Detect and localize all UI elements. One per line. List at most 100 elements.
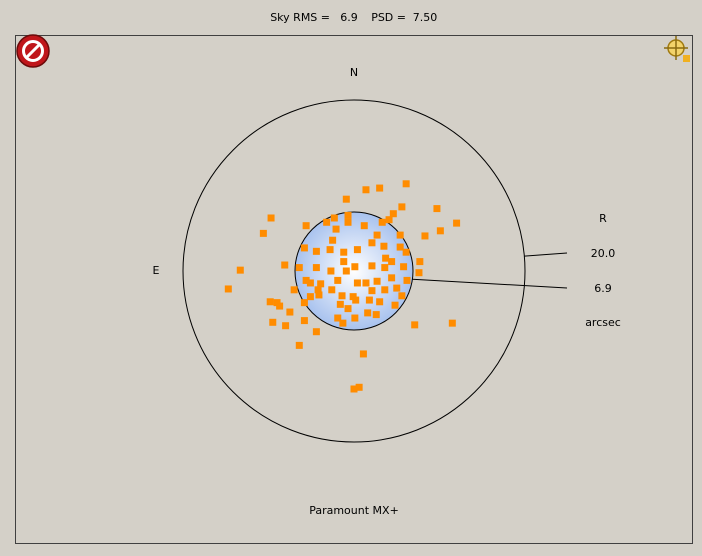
target-button[interactable] <box>664 36 690 62</box>
point <box>282 322 290 330</box>
point <box>306 279 314 287</box>
point <box>421 232 429 240</box>
point <box>362 279 370 287</box>
point <box>267 214 275 222</box>
point <box>411 321 419 329</box>
unit-label: arcsec <box>585 316 621 329</box>
point <box>328 286 336 294</box>
point <box>259 229 267 237</box>
point <box>312 264 320 272</box>
stop-button[interactable] <box>16 34 50 68</box>
point <box>393 284 401 292</box>
point <box>353 279 361 287</box>
point <box>312 247 320 255</box>
point <box>364 309 372 317</box>
point <box>389 210 397 218</box>
point <box>266 298 274 306</box>
point <box>352 296 360 304</box>
point <box>376 298 384 306</box>
point <box>378 218 386 226</box>
point <box>433 205 441 213</box>
point <box>388 258 396 266</box>
rms-value: 6.9 <box>340 11 358 24</box>
point <box>376 184 384 192</box>
point <box>295 341 303 349</box>
point <box>300 244 308 252</box>
point <box>396 243 404 251</box>
point <box>344 305 352 313</box>
point <box>388 274 396 282</box>
point <box>381 264 389 272</box>
point <box>362 186 370 194</box>
point <box>300 299 308 307</box>
point <box>351 314 359 322</box>
target-icon-badge <box>683 55 690 62</box>
psd-label: PSD = <box>371 11 406 24</box>
point <box>359 350 367 358</box>
point <box>368 239 376 247</box>
point <box>400 263 408 271</box>
point <box>286 308 294 316</box>
stop-icon-ring <box>22 40 44 62</box>
mount-name: Paramount MX+ <box>309 504 399 517</box>
plot: 20.0 6.9 <box>182 99 615 443</box>
ring-title: R <box>599 212 607 225</box>
ring-label: 6.9 <box>594 282 612 295</box>
point <box>353 246 361 254</box>
point <box>342 195 350 203</box>
point <box>448 319 456 327</box>
point <box>351 263 359 271</box>
point <box>330 214 338 222</box>
point <box>327 267 335 275</box>
north-label: N <box>350 66 358 79</box>
point <box>360 222 368 230</box>
east-label: E <box>153 264 160 277</box>
point <box>339 319 347 327</box>
ring-leader <box>524 252 568 257</box>
point <box>365 296 373 304</box>
point <box>315 291 323 299</box>
point <box>300 317 308 325</box>
point <box>340 258 348 266</box>
point <box>334 314 342 322</box>
point <box>415 269 423 277</box>
point <box>317 280 325 288</box>
point <box>402 180 410 188</box>
point <box>350 385 358 393</box>
point <box>302 276 310 284</box>
ring <box>294 211 414 331</box>
point <box>306 293 314 301</box>
point <box>382 254 390 262</box>
ring-leader <box>412 278 568 289</box>
rms-label: Sky RMS = <box>270 11 330 24</box>
point <box>391 301 399 309</box>
point <box>402 248 410 256</box>
point <box>373 277 381 285</box>
point <box>276 302 284 310</box>
point <box>290 286 298 294</box>
point <box>281 261 289 269</box>
point <box>326 246 334 254</box>
point <box>398 292 406 300</box>
point <box>340 248 348 256</box>
point <box>453 219 461 227</box>
point <box>332 225 340 233</box>
point <box>224 285 232 293</box>
point <box>355 383 363 391</box>
point <box>269 318 277 326</box>
point <box>312 328 320 336</box>
stop-icon-bar <box>25 43 41 59</box>
point <box>338 292 346 300</box>
point <box>334 276 342 284</box>
point <box>368 262 376 270</box>
point <box>344 211 352 219</box>
point <box>342 267 350 275</box>
point <box>373 231 381 239</box>
point <box>314 286 322 294</box>
ring <box>182 99 526 443</box>
point <box>295 264 303 272</box>
point <box>329 236 337 244</box>
point <box>396 231 404 239</box>
